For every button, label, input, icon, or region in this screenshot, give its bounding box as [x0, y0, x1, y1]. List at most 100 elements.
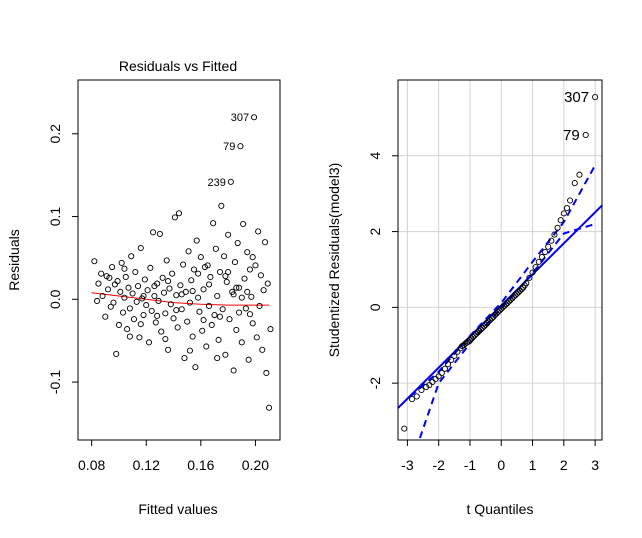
data-point: [482, 321, 489, 328]
data-point: [267, 326, 274, 333]
data-point: [563, 205, 571, 212]
data-point: [148, 307, 155, 314]
point-label: 79: [563, 127, 580, 144]
data-point: [253, 334, 260, 341]
data-point: [252, 262, 259, 269]
data-point: [476, 327, 483, 334]
data-point: [216, 268, 223, 276]
data-point: [199, 327, 206, 334]
data-point: [233, 284, 240, 291]
data-point: [110, 299, 117, 306]
plot-frame: [77, 79, 281, 441]
point-label: 307: [231, 112, 249, 124]
data-point: [246, 266, 254, 273]
data-point: [151, 283, 158, 290]
plot-frame: [397, 79, 603, 441]
data-point: [238, 339, 245, 346]
data-point: [257, 272, 264, 279]
data-point: [401, 425, 408, 432]
data-point: [140, 311, 147, 319]
data-point: [225, 231, 232, 238]
data-point: [180, 261, 187, 268]
data-point: [248, 293, 255, 300]
x-tick-label: 0.08: [78, 457, 105, 473]
data-point: [576, 171, 583, 178]
data-point: [480, 323, 488, 330]
data-point: [567, 197, 574, 204]
data-point: [106, 274, 113, 281]
data-point: [124, 326, 131, 333]
data-point: [147, 264, 154, 271]
data-point: [143, 302, 150, 309]
data-point: [129, 290, 136, 297]
data-point: [205, 302, 213, 309]
data-point: [557, 217, 564, 224]
data-point: [155, 297, 162, 305]
data-point: [242, 305, 249, 312]
data-point: [244, 288, 251, 295]
data-point: [238, 294, 245, 301]
data-point: [141, 276, 148, 283]
data-point: [465, 338, 472, 345]
data-point: [256, 302, 263, 309]
data-point: [121, 294, 128, 301]
data-point: [473, 330, 480, 337]
data-point: [471, 332, 478, 339]
qq-plot-panel: 307 79 -3 -2 -1 0 1 2 3 -2 0 2 4 t Quantiles Stude…: [326, 79, 603, 517]
data-point: [266, 404, 273, 411]
data-point: [135, 283, 142, 290]
data-point: [177, 282, 184, 289]
data-point: [154, 312, 161, 319]
data-point: [137, 244, 144, 252]
data-point: [571, 180, 578, 187]
data-point: [211, 311, 218, 319]
y-tick-label: 0.1: [47, 207, 63, 227]
data-point: [521, 282, 528, 289]
point-label: 79: [223, 141, 235, 153]
data-point: [184, 318, 191, 325]
data-point: [121, 265, 128, 272]
data-point: [117, 288, 124, 295]
point-label: 307: [564, 89, 589, 106]
data-point: [255, 228, 262, 235]
data-point: [94, 297, 101, 305]
data-point: [548, 237, 555, 244]
data-point: [409, 396, 416, 403]
data-point: [249, 254, 256, 261]
data-point: [188, 277, 195, 284]
data-point: [102, 313, 109, 320]
data-point: [145, 339, 153, 346]
data-point: [560, 210, 567, 217]
residuals-vs-fitted-panel: Residuals vs Fitted 0.08 0.12 0.16 0.20 -0.…: [6, 58, 281, 517]
data-point: [185, 248, 192, 255]
data-point: [215, 336, 222, 343]
data-point: [496, 307, 503, 314]
data-point: [189, 333, 196, 340]
data-point: [126, 333, 133, 340]
x-tick-label: 0.20: [242, 457, 269, 473]
data-point: [193, 237, 200, 244]
data-point: [502, 301, 509, 308]
data-point: [165, 346, 172, 353]
data-point: [512, 292, 519, 299]
y-tick-label: 0: [367, 303, 383, 311]
data-point: [493, 310, 500, 317]
data-point: [136, 334, 143, 341]
y-tick-label: 0.2: [47, 124, 63, 144]
data-point: [95, 280, 102, 287]
data-point: [119, 309, 127, 316]
x-tick-label: 0: [497, 457, 505, 473]
data-point: [510, 293, 517, 300]
data-point: [515, 289, 522, 296]
data-point: [504, 299, 511, 306]
data-point: [479, 324, 486, 331]
data-point: [162, 335, 169, 343]
data-point: [516, 287, 524, 294]
data-point: [518, 286, 525, 293]
data-point: [99, 292, 106, 300]
data-point: [241, 275, 248, 282]
data-point: [233, 326, 240, 333]
data-point: [200, 316, 207, 324]
data-point: [245, 356, 252, 363]
data-point: [264, 280, 271, 287]
